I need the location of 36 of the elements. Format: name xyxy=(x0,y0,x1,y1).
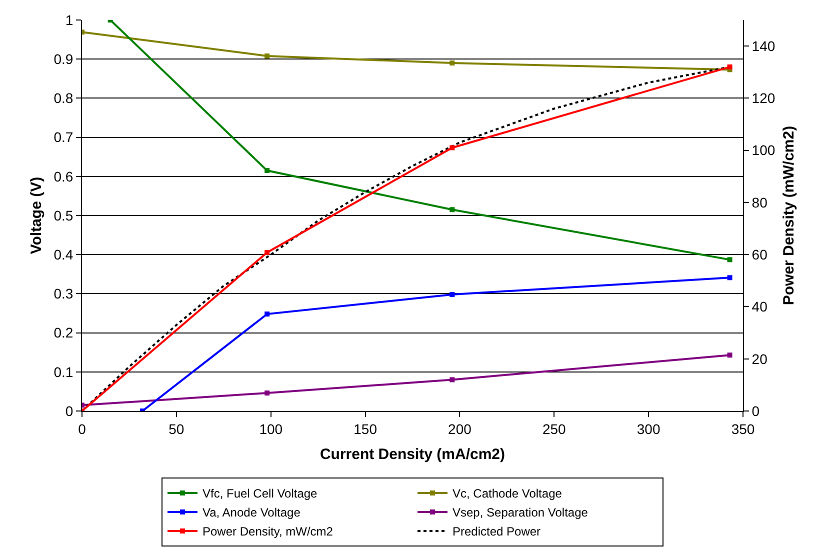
legend-label: Predicted Power xyxy=(452,524,541,539)
y2-tick-label: 20 xyxy=(752,350,768,367)
y-tick-label: 0.3 xyxy=(54,286,74,302)
y-tick-label: 0.7 xyxy=(54,129,74,146)
x-tick-label: 200 xyxy=(448,420,472,437)
legend-label: Power Density, mW/cm2 xyxy=(202,524,334,539)
y2-tick-label: 40 xyxy=(752,298,768,315)
y2-tick-label: 60 xyxy=(752,246,768,262)
legend-label: Vsep, Separation Voltage xyxy=(452,506,588,520)
x-axis-title: Current Density (mA/cm2) xyxy=(320,446,506,463)
y-tick-label: 0.1 xyxy=(54,364,74,380)
y-tick-label: 0.8 xyxy=(54,90,74,106)
x-tick-label: 250 xyxy=(542,420,566,437)
y-tick-label: 0.2 xyxy=(54,324,74,341)
legend-label: Vc, Cathode Voltage xyxy=(452,486,562,501)
y-tick-label: 0.6 xyxy=(54,168,74,184)
x-tick-label: 50 xyxy=(168,420,184,437)
y-tick-label: 0.5 xyxy=(54,207,74,224)
y-tick-label: 1 xyxy=(65,12,74,28)
legend-label: Vfc, Fuel Cell Voltage xyxy=(202,486,318,501)
y2-tick-label: 140 xyxy=(752,38,776,54)
y2-tick-label: 80 xyxy=(752,194,768,210)
legend-label: Va, Anode Voltage xyxy=(202,506,301,520)
x-tick-label: 300 xyxy=(636,420,660,437)
x-tick-label: 150 xyxy=(354,420,378,437)
y2-tick-label: 100 xyxy=(752,142,776,158)
y-axis-title: Voltage (V) xyxy=(28,176,45,254)
y-tick-label: 0 xyxy=(65,402,74,419)
y2-axis-title: Power Density (mW/cm2) xyxy=(780,126,798,306)
y2-tick-label: 120 xyxy=(752,90,776,106)
x-tick-label: 350 xyxy=(731,420,755,437)
x-tick-label: 0 xyxy=(78,420,86,437)
x-tick-label: 100 xyxy=(259,420,283,437)
y2-tick-label: 0 xyxy=(752,402,760,419)
y-tick-label: 0.4 xyxy=(54,246,74,262)
y-tick-label: 0.9 xyxy=(54,51,74,67)
